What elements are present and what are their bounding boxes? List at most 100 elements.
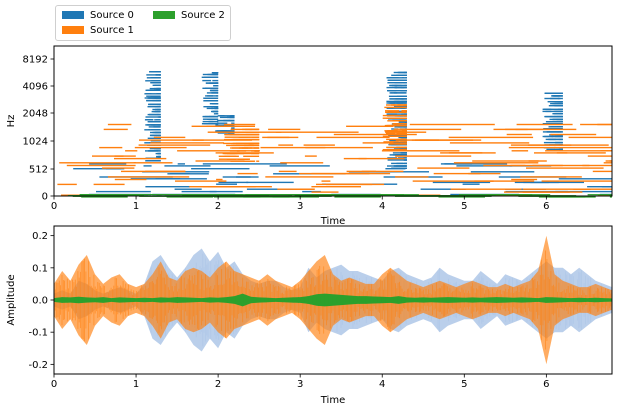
spectrogram-bin [520,176,582,178]
spectrogram-bin [396,117,407,119]
spectrogram-bin [114,157,167,160]
spectrogram-bin [398,136,407,139]
spectrogram-bin [218,158,249,160]
spectrogram-y-tick-label: 0 [42,192,48,203]
spectrogram-bin [138,144,211,146]
legend-swatch-source-1 [62,26,84,34]
spectrogram-bin [155,134,161,137]
spectrogram-bin [582,164,612,167]
spectrogram-bin [401,77,407,79]
spectrogram-bin [149,87,161,90]
spectrogram-bin [552,118,563,121]
spectrogram-bin [403,159,407,161]
spectrogram-frame [53,45,613,197]
spectrogram-bin [550,133,597,136]
waveform-x-tick-label: 4 [379,379,385,390]
spectrogram-bin [417,167,470,169]
waveform-x-label: Time [320,395,345,406]
spectrogram-bin [155,131,161,134]
spectrogram-bin [146,74,161,76]
spectrogram-bin [346,170,404,173]
spectrogram-bin [150,142,225,144]
spectrogram-x-tick-label: 0 [51,201,57,212]
waveform-x-tick-label: 0 [51,379,57,390]
spectrogram-bin [216,95,219,97]
legend-swatch-source-2 [153,11,175,19]
spectrogram-bin [103,128,128,131]
spectrogram-y-tick-label: 8192 [23,55,48,66]
spectrogram-bin [391,162,407,165]
spectrogram-bin [236,150,247,152]
spectrogram-bin [213,106,219,108]
spectrogram-bin [385,110,399,112]
spectrogram-bin [202,163,287,165]
spectrogram-bin [81,196,128,198]
spectrogram-bin [258,150,260,152]
spectrogram-bin [231,138,260,141]
spectrogram-bin [218,181,249,184]
spectrogram-bin [555,190,612,193]
spectrogram-bin [554,148,563,151]
spectrogram-bin [107,123,132,126]
spectrogram-x-tick-label: 5 [461,201,467,212]
spectrogram-bin [243,160,255,162]
spectrogram-bin [561,121,563,123]
spectrogram-bin [400,107,407,109]
spectrogram-bin [474,180,535,182]
spectrogram-bin [554,105,563,107]
spectrogram-bin [362,142,394,144]
spectrogram-bin [230,115,235,117]
spectrogram-bin [405,90,407,92]
spectrogram-bin [396,120,404,122]
spectrogram-x-tick-label: 1 [133,201,139,212]
spectrogram-bin [545,150,612,152]
spectrogram-bin [229,152,253,155]
spectrogram-bin [311,191,339,193]
spectrogram-bin [412,180,494,182]
spectrogram-bin [238,136,260,138]
spectrogram-bin [402,74,407,76]
spectrogram-bin [385,131,427,133]
spectrogram-bin [553,110,563,113]
spectrogram-bin [552,95,560,97]
spectrogram-bin [493,128,528,131]
spectrogram-bin [139,139,204,141]
spectrogram-bin [548,126,563,128]
spectrogram-bin [219,115,235,117]
spectrogram-bin [554,101,563,103]
spectrogram-bin [556,115,563,118]
spectrogram-bin [202,79,212,82]
spectrogram-bin [157,129,161,131]
spectrogram-bin [402,132,407,134]
spectrogram-bin [245,194,292,196]
spectrogram-bin [503,194,551,196]
spectrogram-bin [208,100,219,102]
spectrogram-bin [201,123,219,125]
spectrogram-bin [272,196,319,198]
spectrogram-bin [397,146,407,149]
spectrogram-bin [510,144,572,146]
spectrogram-bin [177,163,185,165]
spectrogram-bin [203,115,215,118]
spectrogram-bin [213,89,219,92]
spectrogram-bin [334,196,381,198]
spectrogram-bin [534,152,568,154]
spectrogram-bin [146,99,161,102]
spectrogram-bin [208,186,240,188]
spectrogram-bin [210,118,219,120]
spectrogram-bin [358,157,405,160]
spectrogram-x-tick-label: 6 [543,201,549,212]
spectrogram-bin [156,108,161,111]
spectrogram-bin [396,74,407,76]
spectrogram-bin [299,172,370,175]
spectrogram-bin [195,160,245,162]
spectrogram-bin [400,138,407,141]
spectrogram-bin [393,71,407,74]
waveform-plot: 0 1 2 3 4 5 6 -0.2 -0.1 0.0 0.1 0.2 Time Amplitude [6,225,613,406]
spectrogram-bin [343,157,367,160]
spectrogram-bin [216,183,237,185]
waveform-x-tick-label: 3 [297,379,303,390]
spectrogram-bin [387,90,407,92]
spectrogram-bin [522,191,570,193]
spectrogram-bin [154,119,161,121]
